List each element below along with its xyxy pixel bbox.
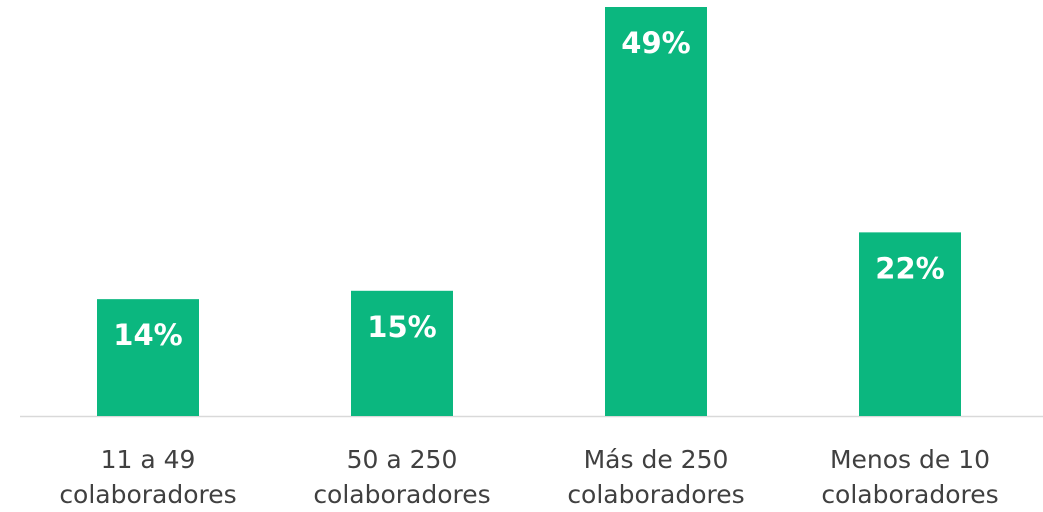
bar (859, 232, 961, 416)
bar (97, 299, 199, 416)
value-label: 22% (875, 251, 944, 285)
bar (351, 290, 453, 416)
bar (605, 7, 707, 416)
x-tick-label: Menos de 10 colaboradores (821, 445, 999, 509)
x-tick-label: 11 a 49 colaboradores (59, 445, 237, 509)
x-tick-label: Más de 250 colaboradores (567, 445, 745, 509)
value-label: 49% (621, 26, 690, 60)
value-label: 15% (367, 310, 436, 344)
x-tick-label: 50 a 250 colaboradores (313, 445, 491, 509)
value-label: 14% (113, 318, 182, 352)
